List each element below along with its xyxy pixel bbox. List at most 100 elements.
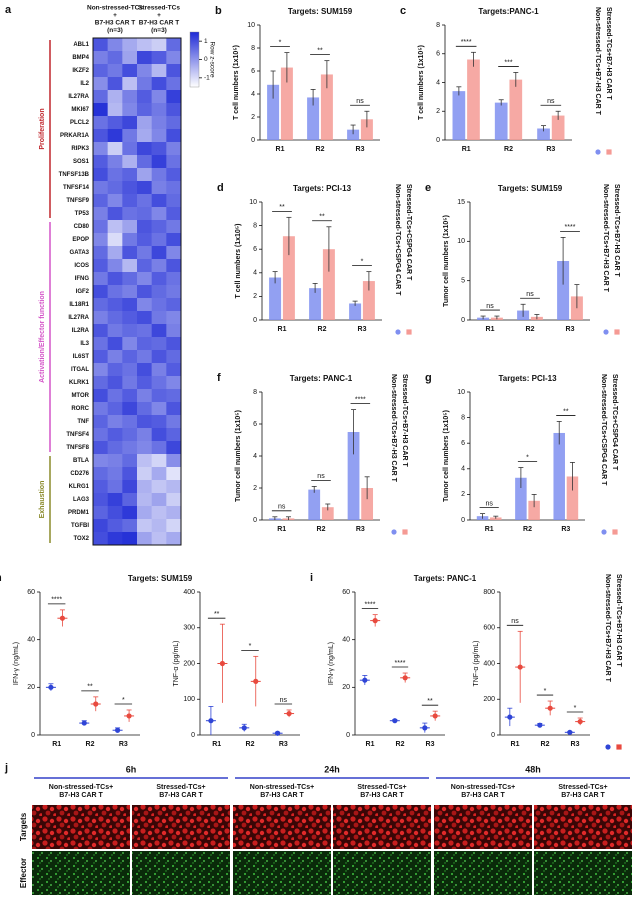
heat-cell xyxy=(166,376,182,390)
y-tick-label: 8 xyxy=(251,45,255,52)
heat-cell xyxy=(122,350,138,364)
row-label: IL27RA xyxy=(68,315,89,321)
y-tick-label: 100 xyxy=(183,696,195,703)
heat-cell xyxy=(122,506,138,520)
heat-cell xyxy=(122,77,138,91)
heat-cell xyxy=(107,402,123,416)
heat-cell xyxy=(107,454,123,468)
panel-letter: a xyxy=(5,4,12,16)
heat-cell xyxy=(107,220,123,234)
bar xyxy=(553,432,565,520)
heat-cell xyxy=(122,324,138,338)
bar xyxy=(321,507,334,520)
chart-title: Targets: PCI-13 xyxy=(498,374,557,383)
legend-marker xyxy=(395,329,401,335)
heat-cell xyxy=(122,246,138,260)
heat-cell xyxy=(122,129,138,143)
y-tick-label: 400 xyxy=(183,589,195,596)
heat-cell xyxy=(122,285,138,299)
y-axis-label: Tumor cell numbers (1x10⁵) xyxy=(443,410,450,502)
chart-title: Targets: SUM159 xyxy=(498,184,563,193)
heat-cell xyxy=(107,129,123,143)
heat-cell xyxy=(107,480,123,494)
heat-cell xyxy=(151,129,167,143)
heat-cell xyxy=(151,428,167,442)
heat-cell xyxy=(166,415,182,429)
row-label: IL2 xyxy=(80,81,89,87)
legend-label: Stressed-TCs+CSPG4 CAR T xyxy=(405,184,412,281)
heat-cell xyxy=(166,532,182,546)
significance-label: ns xyxy=(547,98,555,105)
y-tick-label: 60 xyxy=(27,589,35,596)
heat-cell xyxy=(151,376,167,390)
heat-cell xyxy=(122,142,138,156)
panel-letter: c xyxy=(400,5,406,17)
heat-cell xyxy=(151,480,167,494)
heat-cell xyxy=(122,259,138,273)
group-label: Exhaustion xyxy=(39,481,46,519)
y-tick-label: 400 xyxy=(483,660,495,667)
heat-cell xyxy=(137,389,152,403)
heat-cell xyxy=(151,285,167,299)
y-axis-label: T cell numbers (1x10⁵) xyxy=(235,224,242,299)
heat-cell xyxy=(93,77,108,91)
colorbar-tick-label: 0 xyxy=(204,56,208,63)
heat-cell xyxy=(137,272,152,286)
y-axis-label: T cell numbers (1x10⁵) xyxy=(418,45,425,120)
y-tick-label: 4 xyxy=(461,466,465,473)
x-tick-label: R3 xyxy=(119,741,128,748)
x-tick-label: R2 xyxy=(317,526,326,533)
significance-label: ** xyxy=(317,47,323,54)
heat-cell xyxy=(151,233,167,247)
panel-letter: g xyxy=(425,372,432,384)
heat-cell xyxy=(151,298,167,312)
bar xyxy=(267,84,280,140)
heat-cell xyxy=(166,428,182,442)
bar xyxy=(452,91,466,140)
row-label: IL18R1 xyxy=(69,302,89,308)
row-label: TNFSF8 xyxy=(66,445,89,451)
heat-cell xyxy=(107,207,123,221)
row-label: LAG3 xyxy=(73,497,90,503)
heat-cell xyxy=(93,480,108,494)
significance-label: **** xyxy=(355,396,366,403)
heat-cell xyxy=(107,194,123,208)
bar xyxy=(309,288,322,320)
heat-cell xyxy=(93,259,108,273)
heat-cell xyxy=(137,181,152,195)
heat-cell xyxy=(166,363,182,377)
row-label: TNFSF13B xyxy=(59,172,90,178)
row-label: TP53 xyxy=(75,211,90,217)
bar xyxy=(557,261,570,320)
heat-cell xyxy=(137,51,152,65)
group-label: Non-stressed-TCs+ xyxy=(451,784,515,791)
x-tick-label: R3 xyxy=(546,146,555,153)
heat-cell xyxy=(107,493,123,507)
heat-cell xyxy=(166,441,182,455)
heat-cell xyxy=(137,285,152,299)
column-header: (n=3) xyxy=(151,27,167,34)
x-tick-label: R3 xyxy=(561,526,570,533)
x-tick-label: R2 xyxy=(246,741,255,748)
y-tick-label: 20 xyxy=(27,684,35,691)
group-label: B7-H3 CAR T xyxy=(461,792,505,799)
heat-cell xyxy=(137,363,152,377)
heat-cell xyxy=(151,103,167,117)
group-label: Stressed-TCs+ xyxy=(156,784,205,791)
x-tick-label: R3 xyxy=(566,326,575,333)
heat-cell xyxy=(151,467,167,481)
row-label: MKI67 xyxy=(71,107,89,113)
significance-label: **** xyxy=(565,224,576,231)
group-label: Stressed-TCs+ xyxy=(558,784,607,791)
bar xyxy=(320,74,333,140)
heat-cell xyxy=(93,51,108,65)
row-label: TOX2 xyxy=(73,536,89,542)
heat-cell xyxy=(107,415,123,429)
x-tick-label: R3 xyxy=(279,741,288,748)
significance-label: ns xyxy=(280,697,288,704)
heat-cell xyxy=(137,90,152,104)
heat-cell xyxy=(107,467,123,481)
legend-marker xyxy=(612,529,618,535)
bar xyxy=(566,476,579,520)
x-tick-label: R2 xyxy=(86,741,95,748)
